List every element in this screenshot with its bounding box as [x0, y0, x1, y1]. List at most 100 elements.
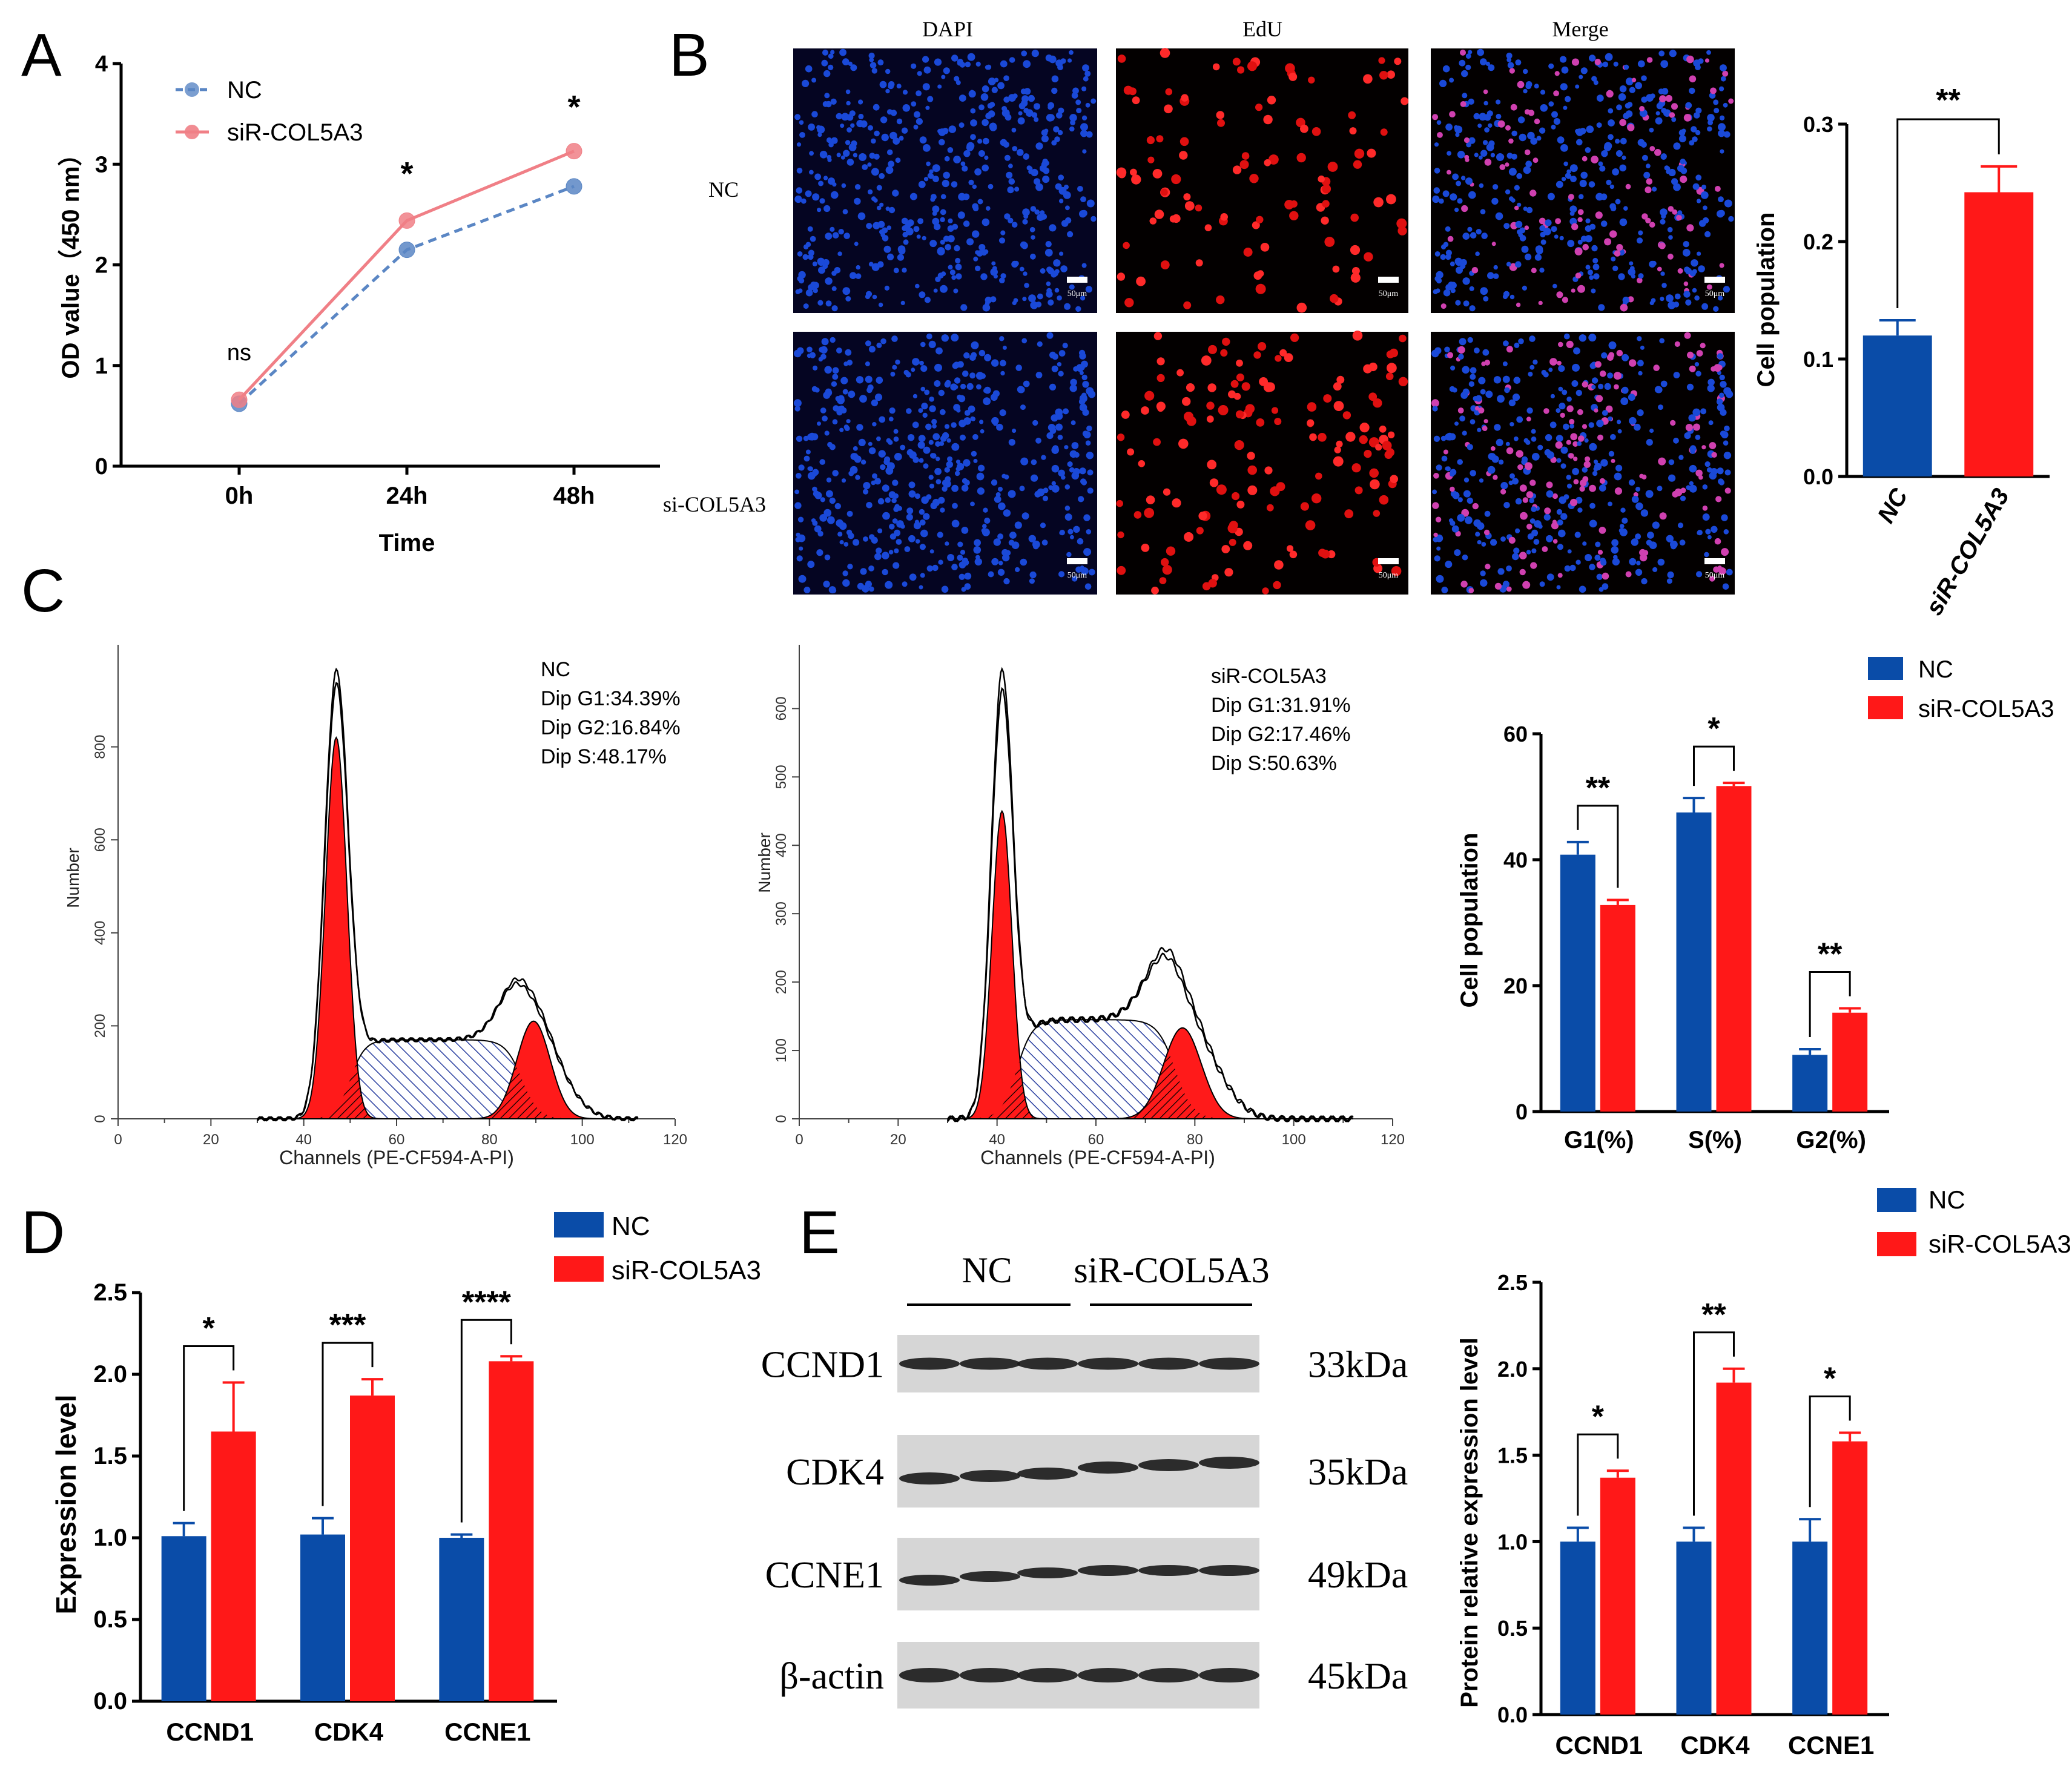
cell-nucleus: [1041, 135, 1049, 143]
cell-nucleus: [1035, 372, 1043, 378]
cell-nucleus: [1049, 383, 1057, 391]
cell-nucleus: [1434, 555, 1440, 562]
cell-nucleus: [960, 550, 966, 555]
scale-bar-label: 50μm: [1379, 289, 1399, 298]
cell-nucleus: [1568, 453, 1574, 459]
cell-nucleus: [1679, 539, 1686, 546]
cell-nucleus: [887, 253, 894, 260]
cell-nucleus: [1131, 174, 1141, 185]
cell-nucleus: [798, 464, 805, 471]
x-tick-label: 24h: [386, 483, 428, 509]
cell-nucleus: [1053, 259, 1061, 267]
cell-nucleus: [1585, 265, 1591, 270]
legend-c-nc-label: NC: [1918, 656, 1953, 683]
cell-nucleus: [1060, 265, 1067, 272]
cell-nucleus: [1216, 111, 1225, 119]
cell-nucleus: [805, 190, 812, 197]
cell-nucleus: [1661, 108, 1667, 114]
cell-nucleus: [1511, 130, 1517, 137]
cell-nucleus: [1237, 66, 1245, 74]
cell-nucleus: [1525, 440, 1531, 445]
cell-nucleus: [824, 554, 831, 561]
bar-si: [1716, 786, 1752, 1112]
cell-nucleus: [999, 409, 1006, 417]
cell-nucleus: [1503, 340, 1509, 347]
cell-nucleus: [889, 533, 897, 540]
cell-nucleus: [1085, 102, 1090, 108]
cell-nucleus: [893, 506, 899, 512]
cell-nucleus: [868, 262, 874, 267]
cell-nucleus: [828, 53, 834, 59]
cell-nucleus: [1685, 424, 1693, 432]
cell-nucleus: [934, 58, 942, 66]
cell-nucleus: [892, 364, 897, 370]
cell-nucleus: [1208, 344, 1217, 354]
cell-nucleus: [1433, 435, 1440, 442]
cell-nucleus: [1726, 568, 1733, 576]
cell-nucleus: [948, 125, 957, 133]
cell-nucleus: [1694, 112, 1700, 119]
cell-nucleus: [1493, 475, 1498, 480]
cell-nucleus: [879, 81, 887, 88]
cell-nucleus: [932, 564, 939, 572]
cell-nucleus: [1490, 153, 1496, 157]
cell-nucleus: [1163, 488, 1171, 496]
cell-nucleus: [795, 289, 800, 294]
cell-nucleus: [799, 120, 804, 125]
cell-nucleus: [1612, 168, 1620, 176]
y-tick-label: 0.0: [1803, 464, 1833, 489]
cell-nucleus: [933, 288, 938, 293]
cell-nucleus: [1069, 284, 1075, 290]
cell-nucleus: [1566, 483, 1572, 489]
y-tick-label: 400: [773, 833, 790, 857]
cell-nucleus: [1684, 332, 1691, 339]
cell-nucleus: [1040, 210, 1045, 216]
significance-label: *: [1824, 1361, 1836, 1396]
cell-nucleus: [1539, 268, 1545, 273]
cell-nucleus: [942, 486, 948, 492]
cell-nucleus: [1720, 381, 1727, 388]
cell-nucleus: [1020, 88, 1027, 94]
cell-nucleus: [813, 288, 818, 294]
cell-nucleus: [860, 460, 866, 465]
cell-nucleus: [1657, 266, 1662, 272]
cell-nucleus: [921, 403, 928, 410]
cell-nucleus: [907, 434, 915, 441]
cell-nucleus: [1029, 571, 1037, 579]
cell-nucleus: [1023, 380, 1030, 387]
cell-nucleus: [1550, 394, 1555, 399]
cell-nucleus: [1445, 561, 1453, 568]
chart-flow-si: siR-COL5A3 Dip G1:31.91% Dip G2:17.46% D…: [755, 645, 1405, 1168]
cell-nucleus: [1577, 507, 1583, 513]
x-tick-label: 0: [114, 1132, 122, 1148]
cell-nucleus: [1683, 291, 1691, 298]
cell-nucleus: [1723, 102, 1728, 108]
cell-nucleus: [1598, 161, 1603, 166]
cell-nucleus: [1506, 58, 1512, 62]
cell-nucleus: [1588, 334, 1597, 342]
cell-nucleus: [1262, 587, 1269, 595]
cell-nucleus: [1724, 199, 1732, 208]
cell-nucleus: [794, 349, 802, 358]
cell-nucleus: [928, 440, 934, 445]
cell-nucleus: [867, 162, 872, 167]
cell-nucleus: [1701, 185, 1706, 189]
cell-nucleus: [1689, 75, 1697, 83]
cell-nucleus: [1390, 475, 1398, 483]
cell-nucleus: [1680, 167, 1688, 174]
cell-nucleus: [1041, 539, 1048, 546]
cell-nucleus: [1239, 160, 1249, 170]
cell-nucleus: [1533, 157, 1539, 163]
cell-nucleus: [1536, 136, 1542, 141]
cell-nucleus: [951, 443, 960, 451]
cell-nucleus: [997, 568, 1005, 576]
flow-envelope-line: [946, 667, 1354, 1122]
cell-nucleus: [1523, 88, 1528, 94]
cell-nucleus: [901, 217, 908, 225]
cell-nucleus: [1594, 555, 1601, 561]
cell-nucleus: [902, 225, 908, 231]
cell-nucleus: [1591, 245, 1598, 252]
cell-nucleus: [1011, 222, 1018, 228]
cell-nucleus: [1555, 218, 1562, 225]
cell-nucleus: [1465, 516, 1473, 524]
